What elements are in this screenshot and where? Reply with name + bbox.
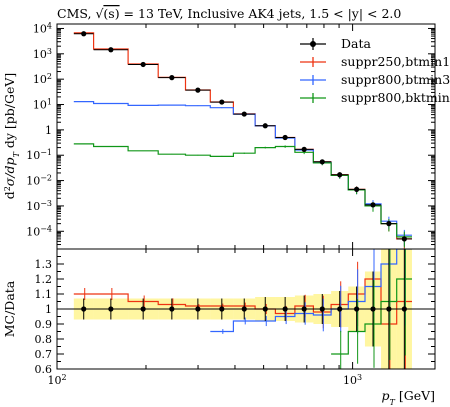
ratio-y-tick-label: 0.9 xyxy=(35,318,53,331)
legend-label-suppr800-bktmin600: suppr800,bktmin600 xyxy=(341,90,450,105)
legend-label-suppr250: suppr250,btmin10 xyxy=(341,54,450,69)
data-point xyxy=(282,134,288,141)
legend-label-data: Data xyxy=(341,36,371,51)
data-point xyxy=(337,172,343,178)
y-tick-label: 103 xyxy=(33,46,52,61)
chart-title: CMS, √(s) = 13 TeV, Inclusive AK4 jets, … xyxy=(57,6,401,21)
x-axis-label: pT [GeV] xyxy=(382,388,436,407)
y-tick-label: 102 xyxy=(33,72,52,87)
data-point xyxy=(301,146,307,152)
legend-label-suppr800-btmin300: suppr800,btmin300 xyxy=(341,72,450,87)
main-panel: 104 103 102 101 1 10−1 10−2 10−3 10−4 xyxy=(26,21,436,250)
legend: Data suppr250,btmin10 suppr800,btmin300 … xyxy=(300,36,450,105)
ratio-data-point xyxy=(301,306,307,312)
ratio-data-point xyxy=(370,306,376,312)
ratio-panel: 102 103 0.6 0.7 0.8 0.9 1 1.1 1.2 1.3 xyxy=(35,248,436,387)
ratio-y-tick-label: 1.2 xyxy=(35,273,53,286)
ratio-y-tick-label: 1.3 xyxy=(35,258,53,271)
series-line-suppr800-bktmin600 xyxy=(73,143,412,238)
y-tick-label: 101 xyxy=(33,97,52,112)
data-point xyxy=(354,186,360,192)
ratio-frame xyxy=(56,248,436,370)
ratio-y-tick-label: 0.7 xyxy=(35,348,53,361)
legend-entry-suppr250: suppr250,btmin10 xyxy=(300,54,450,69)
data-point xyxy=(262,123,268,129)
y-tick-label: 104 xyxy=(33,21,52,36)
ratio-y-tick-label: 0.8 xyxy=(35,333,53,346)
ratio-data-point xyxy=(108,306,114,312)
y-tick-label: 10−1 xyxy=(26,148,52,163)
ratio-data-point xyxy=(319,306,325,312)
ratio-y-axis-label: MC/Data xyxy=(2,280,17,337)
data-points-group xyxy=(73,31,412,242)
data-point xyxy=(108,47,114,53)
ratio-data-point xyxy=(140,306,146,312)
main-y-ticks: 104 103 102 101 1 10−1 10−2 10−3 10−4 xyxy=(26,21,435,250)
x-tick-label: 102 xyxy=(47,373,66,388)
y-tick-label: 10−3 xyxy=(26,198,52,213)
ratio-x-ticks: 102 103 xyxy=(47,249,362,387)
ratio-data-point xyxy=(386,306,392,312)
data-point xyxy=(169,75,175,81)
ratio-data-point xyxy=(169,306,175,312)
ratio-data-point xyxy=(241,306,247,312)
data-point xyxy=(386,221,392,227)
ratio-data-point xyxy=(219,306,225,312)
data-point xyxy=(241,111,247,117)
legend-entry-suppr800-btmin300: suppr800,btmin300 xyxy=(300,72,450,87)
legend-entry-data: Data xyxy=(300,36,371,51)
ratio-line-suppr800-btmin300 xyxy=(210,249,412,333)
ratio-y-tick-label: 1 xyxy=(45,303,52,316)
main-y-axis-label: d2σ/dpT dy [pb/GeV] xyxy=(2,73,21,200)
data-point xyxy=(195,87,201,93)
ratio-data-point xyxy=(354,306,360,312)
ratio-data-point xyxy=(337,306,343,312)
ratio-data-point xyxy=(401,306,407,312)
legend-data-marker xyxy=(310,41,316,47)
data-point xyxy=(370,202,376,208)
y-tick-label: 10−2 xyxy=(26,173,52,188)
ratio-data-points-group xyxy=(81,249,407,369)
ratio-series-group xyxy=(73,249,412,369)
ratio-data-point xyxy=(282,306,288,312)
data-point xyxy=(140,61,146,68)
legend-entry-suppr800-bktmin600: suppr800,bktmin600 xyxy=(300,90,450,105)
data-point xyxy=(319,159,325,165)
x-tick-label: 103 xyxy=(343,373,362,388)
ratio-data-point xyxy=(262,306,268,312)
ratio-data-point xyxy=(195,306,201,312)
y-tick-label: 10−4 xyxy=(26,224,52,239)
data-point xyxy=(219,99,225,105)
ratio-data-point xyxy=(81,306,87,312)
y-tick-label: 1 xyxy=(45,124,52,137)
ratio-y-ticks: 0.6 0.7 0.8 0.9 1 1.1 1.2 1.3 xyxy=(35,248,435,376)
data-point xyxy=(81,31,87,37)
data-point xyxy=(401,236,407,242)
series-line-suppr800-btmin300 xyxy=(73,101,412,236)
main-x-ticks xyxy=(56,24,354,249)
ratio-y-tick-label: 1.1 xyxy=(35,288,53,301)
ratio-y-tick-label: 0.6 xyxy=(35,363,53,376)
